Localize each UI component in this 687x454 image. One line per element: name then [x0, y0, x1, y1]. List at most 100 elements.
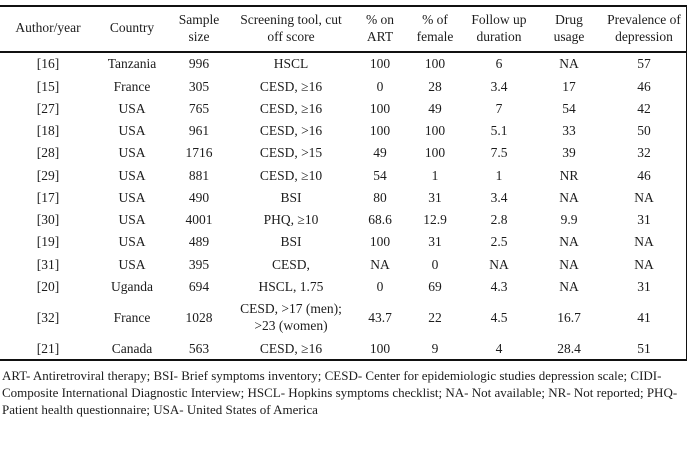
table-cell: 100: [369, 123, 391, 139]
studies-table: Author/year Country Sample size Screenin…: [0, 5, 687, 362]
column-header-sample-size: Sample size: [168, 6, 230, 53]
column-header-author-year: Author/year: [0, 6, 96, 53]
table-cell: 49: [373, 145, 387, 161]
table-cell: 100: [369, 56, 391, 72]
table-cell: CESD,: [272, 256, 310, 272]
table-cell: 42: [637, 100, 651, 116]
table-cell: 7.5: [490, 145, 508, 161]
table-cell: 28.4: [557, 340, 581, 356]
table-cell: 9.9: [560, 212, 578, 228]
table-cell: CESD, ≥16: [259, 78, 323, 94]
table-cell: France: [113, 78, 151, 94]
table-row: [30] USA 4001 PHQ, ≥10 68.6 12.9 2.8 9.9 31: [0, 209, 687, 231]
table-cell: 100: [424, 123, 446, 139]
table-cell: [27]: [36, 100, 60, 116]
table-cell: 305: [188, 78, 210, 94]
table-cell: 100: [424, 56, 446, 72]
table-cell: [17]: [36, 189, 60, 205]
table-cell: France: [113, 309, 151, 325]
table-cell: 0: [376, 78, 384, 94]
table-cell: NA: [559, 256, 579, 272]
table-row: [18] USA 961 CESD, >16 100 100 5.1 33 50: [0, 120, 687, 142]
table-cell: 54: [562, 100, 576, 116]
table-row: [16] Tanzania 996 HSCL 100 100 6 NA 57: [0, 52, 687, 75]
table-cell: 6: [495, 56, 503, 72]
table-cell: 3.4: [490, 78, 508, 94]
table-cell: 4.5: [490, 309, 508, 325]
table-cell: 100: [369, 340, 391, 356]
column-header-follow-up: Follow up duration: [462, 6, 536, 53]
table-cell: CESD, ≥16: [259, 340, 323, 356]
table-cell: 996: [188, 56, 210, 72]
table-cell: NR: [559, 167, 579, 183]
table-cell: 4: [495, 340, 503, 356]
table-cell: [31]: [36, 256, 60, 272]
table-cell: Tanzania: [107, 56, 157, 72]
table-row: [21] Canada 563 CESD, ≥16 100 9 4 28.4 51: [0, 337, 687, 360]
table-cell: NA: [370, 256, 390, 272]
table-cell: NA: [634, 189, 654, 205]
table-cell: 46: [637, 78, 651, 94]
table-row: [29] USA 881 CESD, ≥10 54 1 1 NR 46: [0, 164, 687, 186]
table-cell: 0: [431, 256, 439, 272]
table-cell: 57: [637, 56, 651, 72]
table-row: [20] Uganda 694 HSCL, 1.75 0 69 4.3 NA 31: [0, 275, 687, 297]
table-cell: [30]: [36, 212, 60, 228]
table-cell: USA: [118, 145, 146, 161]
column-header-prevalence: Prevalence of depression: [602, 6, 687, 53]
column-header-drug-usage: Drug usage: [536, 6, 602, 53]
table-cell: 7: [495, 100, 503, 116]
table-cell: 3.4: [490, 189, 508, 205]
table-cell: 32: [637, 145, 651, 161]
table-row: [15] France 305 CESD, ≥16 0 28 3.4 17 46: [0, 75, 687, 97]
table-cell: [15]: [36, 78, 60, 94]
table-cell: 49: [428, 100, 442, 116]
table-body: [16] Tanzania 996 HSCL 100 100 6 NA 57 [15] France…: [0, 52, 687, 361]
table-cell: 4001: [185, 212, 213, 228]
table-cell: 100: [369, 100, 391, 116]
table-cell: 490: [188, 189, 210, 205]
table-cell: 5.1: [490, 123, 508, 139]
table-cell: 16.7: [557, 309, 581, 325]
table-cell: 68.6: [368, 212, 392, 228]
table-cell: [20]: [36, 278, 60, 294]
table-cell: Canada: [111, 340, 153, 356]
table-cell: 31: [428, 189, 442, 205]
table-cell: CESD, ≥16: [259, 100, 323, 116]
table-cell: 80: [373, 189, 387, 205]
table-cell: 395: [188, 256, 210, 272]
table-cell: 961: [188, 123, 210, 139]
table-cell: BSI: [280, 234, 302, 250]
table-cell: NA: [634, 234, 654, 250]
table-cell: USA: [118, 100, 146, 116]
table-cell: [29]: [36, 167, 60, 183]
table-row: [31] USA 395 CESD, NA 0 NA NA NA: [0, 253, 687, 275]
table-header-row: Author/year Country Sample size Screenin…: [0, 6, 687, 53]
table-cell: 31: [428, 234, 442, 250]
table-cell: NA: [489, 256, 509, 272]
table-cell: 51: [637, 340, 651, 356]
table-cell: 1: [431, 167, 439, 183]
table-cell: 881: [188, 167, 210, 183]
table-cell: NA: [559, 56, 579, 72]
table-cell: Uganda: [111, 278, 153, 294]
table-row: [32] France 1028 CESD, >17 (men); >23 (wome…: [0, 298, 687, 338]
table-cell: 12.9: [423, 212, 447, 228]
column-header-country: Country: [96, 6, 168, 53]
table-cell: HSCL, 1.75: [258, 278, 324, 294]
table-cell: 28: [428, 78, 442, 94]
table-cell: 69: [428, 278, 442, 294]
table-cell: [16]: [36, 56, 60, 72]
table-cell: [32]: [36, 309, 60, 325]
table-cell: 1: [495, 167, 503, 183]
table-cell: 46: [637, 167, 651, 183]
table-cell: 2.8: [490, 212, 508, 228]
table-cell: 39: [562, 145, 576, 161]
table-cell: USA: [118, 167, 146, 183]
table-row: [28] USA 1716 CESD, >15 49 100 7.5 39 32: [0, 142, 687, 164]
table-cell: CESD, >17 (men); >23 (women): [240, 301, 342, 334]
table-cell: 100: [369, 234, 391, 250]
table-cell: 4.3: [490, 278, 508, 294]
table-row: [17] USA 490 BSI 80 31 3.4 NA NA: [0, 186, 687, 208]
table-cell: 22: [428, 309, 442, 325]
